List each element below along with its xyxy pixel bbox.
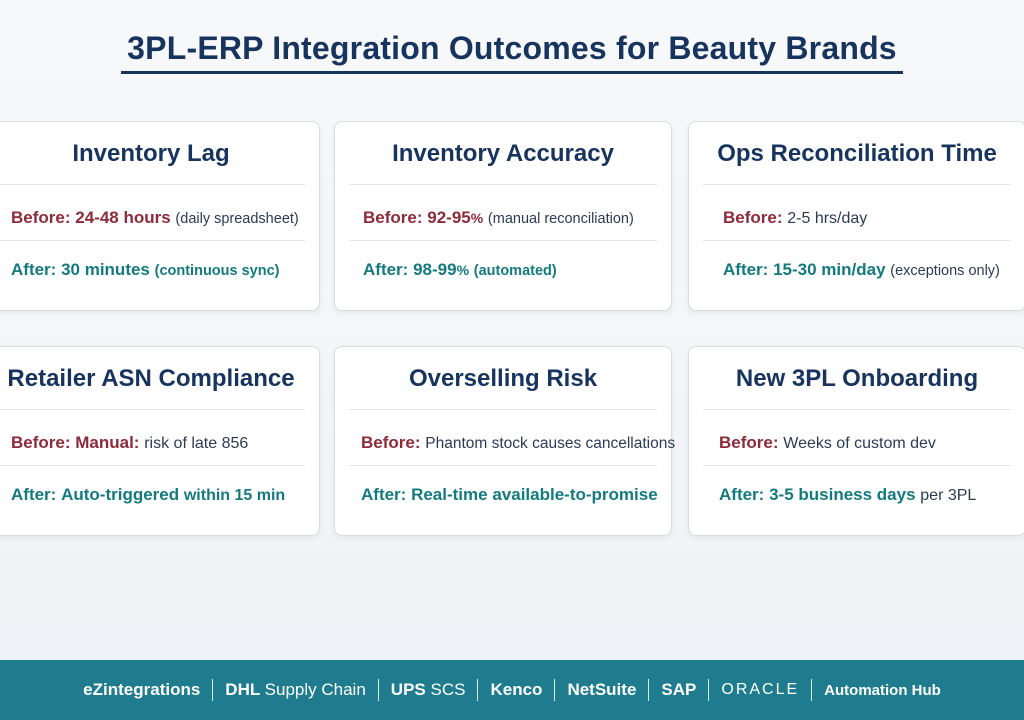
partner-sap: SAP [661,680,697,699]
divider [349,409,657,410]
before-row: Before: Manual: risk of late 856 [11,431,311,456]
divider [0,465,305,466]
divider [349,184,657,185]
after-note: per 3PL [920,487,977,504]
footer-separator [377,679,379,701]
divider [703,465,1011,466]
after-label: After: [11,485,57,504]
after-row: After: 3-5 business days per 3PL [719,483,1017,508]
partner-dhl: DHL Supply Chain [225,680,366,699]
card-ops-reconciliation-time: Ops Reconciliation Time Before: 2-5 hrs/… [688,121,1024,311]
divider [703,240,1011,241]
partner-ezintegrations: eZintegrations [83,680,201,699]
partner-netsuite: NetSuite [567,680,637,699]
before-row: Before: Weeks of custom dev [719,431,1017,456]
divider [349,465,657,466]
after-row: After: 98-99% (automated) [363,258,663,283]
after-label: After: [723,260,769,279]
after-label: After: [719,485,765,504]
after-value: 30 minutes [61,260,150,279]
after-value: Real-time available-to-promise [411,485,658,504]
partner-kenco: Kenco [490,680,543,699]
before-label: Before: [11,433,71,452]
divider [0,240,305,241]
after-value: 3-5 business days [769,485,916,504]
before-value: 92-95% [427,208,484,227]
after-row: After: Auto-triggered within 15 min [11,483,311,508]
after-note: (continuous sync) [154,263,280,279]
divider [349,240,657,241]
divider [703,184,1011,185]
before-note: Phantom stock causes cancellations [425,435,676,452]
before-row: Before: 24-48 hours (daily spreadsheet) [11,206,311,231]
title-wrapper: 3PL-ERP Integration Outcomes for Beauty … [0,30,1024,74]
before-label: Before: [723,208,783,227]
page-title: 3PL-ERP Integration Outcomes for Beauty … [121,30,903,74]
after-row: After: Real-time available-to-promise [361,483,663,507]
footer-separator [708,679,710,701]
footer-separator [554,679,556,701]
card-inventory-accuracy: Inventory Accuracy Before: 92-95% (manua… [334,121,672,311]
before-note: (manual reconciliation) [487,211,634,227]
partner-oracle: ORACLE [721,681,800,698]
after-row: After: 15-30 min/day (exceptions only) [723,258,1017,283]
before-note: risk of late 856 [144,435,249,452]
before-label: Before: [363,208,423,227]
card-title: Inventory Lag [72,140,230,167]
after-value: Auto-triggered [61,485,180,504]
card-title: Inventory Accuracy [392,140,614,167]
before-value: 24-48 hours [75,208,171,227]
after-label: After: [363,260,409,279]
before-note: Weeks of custom dev [783,435,936,452]
divider [0,409,305,410]
card-retailer-asn-compliance: Retailer ASN Compliance Before: Manual: … [0,346,320,536]
card-title: Retailer ASN Compliance [7,365,295,392]
footer-separator [811,679,813,701]
before-row: Before: Phantom stock causes cancellatio… [361,431,675,456]
before-label: Before: [361,433,421,452]
before-note: 2-5 hrs/day [787,210,868,227]
card-title: Ops Reconciliation Time [717,140,997,167]
before-note: (daily spreadsheet) [175,211,299,227]
before-row: Before: 2-5 hrs/day [723,206,1017,231]
before-label: Before: [719,433,779,452]
footer-separator [212,679,214,701]
card-overselling-risk: Overselling Risk Before: Phantom stock c… [334,346,675,536]
before-label: Before: [11,208,71,227]
partner-ups: UPS SCS [390,680,466,699]
partner-automation-hub: Automation Hub [824,681,941,699]
footer-separator [477,679,479,701]
after-row: After: 30 minutes (continuous sync) [11,258,311,283]
after-note: (exceptions only) [890,263,1000,279]
divider [703,409,1011,410]
card-title: New 3PL Onboarding [735,365,979,392]
after-note: (automated) [473,263,557,279]
after-note: within 15 min [183,487,286,504]
card-inventory-lag: Inventory Lag Before: 24-48 hours (daily… [0,121,320,311]
before-row: Before: 92-95% (manual reconciliation) [363,206,663,231]
partner-footer: eZintegrations DHL Supply Chain UPS SCS … [0,660,1024,720]
card-title: Overselling Risk [408,365,598,392]
after-label: After: [11,260,57,279]
divider [0,184,305,185]
footer-separator [648,679,650,701]
after-value: 98-99% [413,260,470,279]
after-label: After: [361,485,407,504]
before-value: Manual: [75,433,140,452]
card-new-3pl-onboarding: New 3PL Onboarding Before: Weeks of cust… [688,346,1024,536]
after-value: 15-30 min/day [773,260,886,279]
